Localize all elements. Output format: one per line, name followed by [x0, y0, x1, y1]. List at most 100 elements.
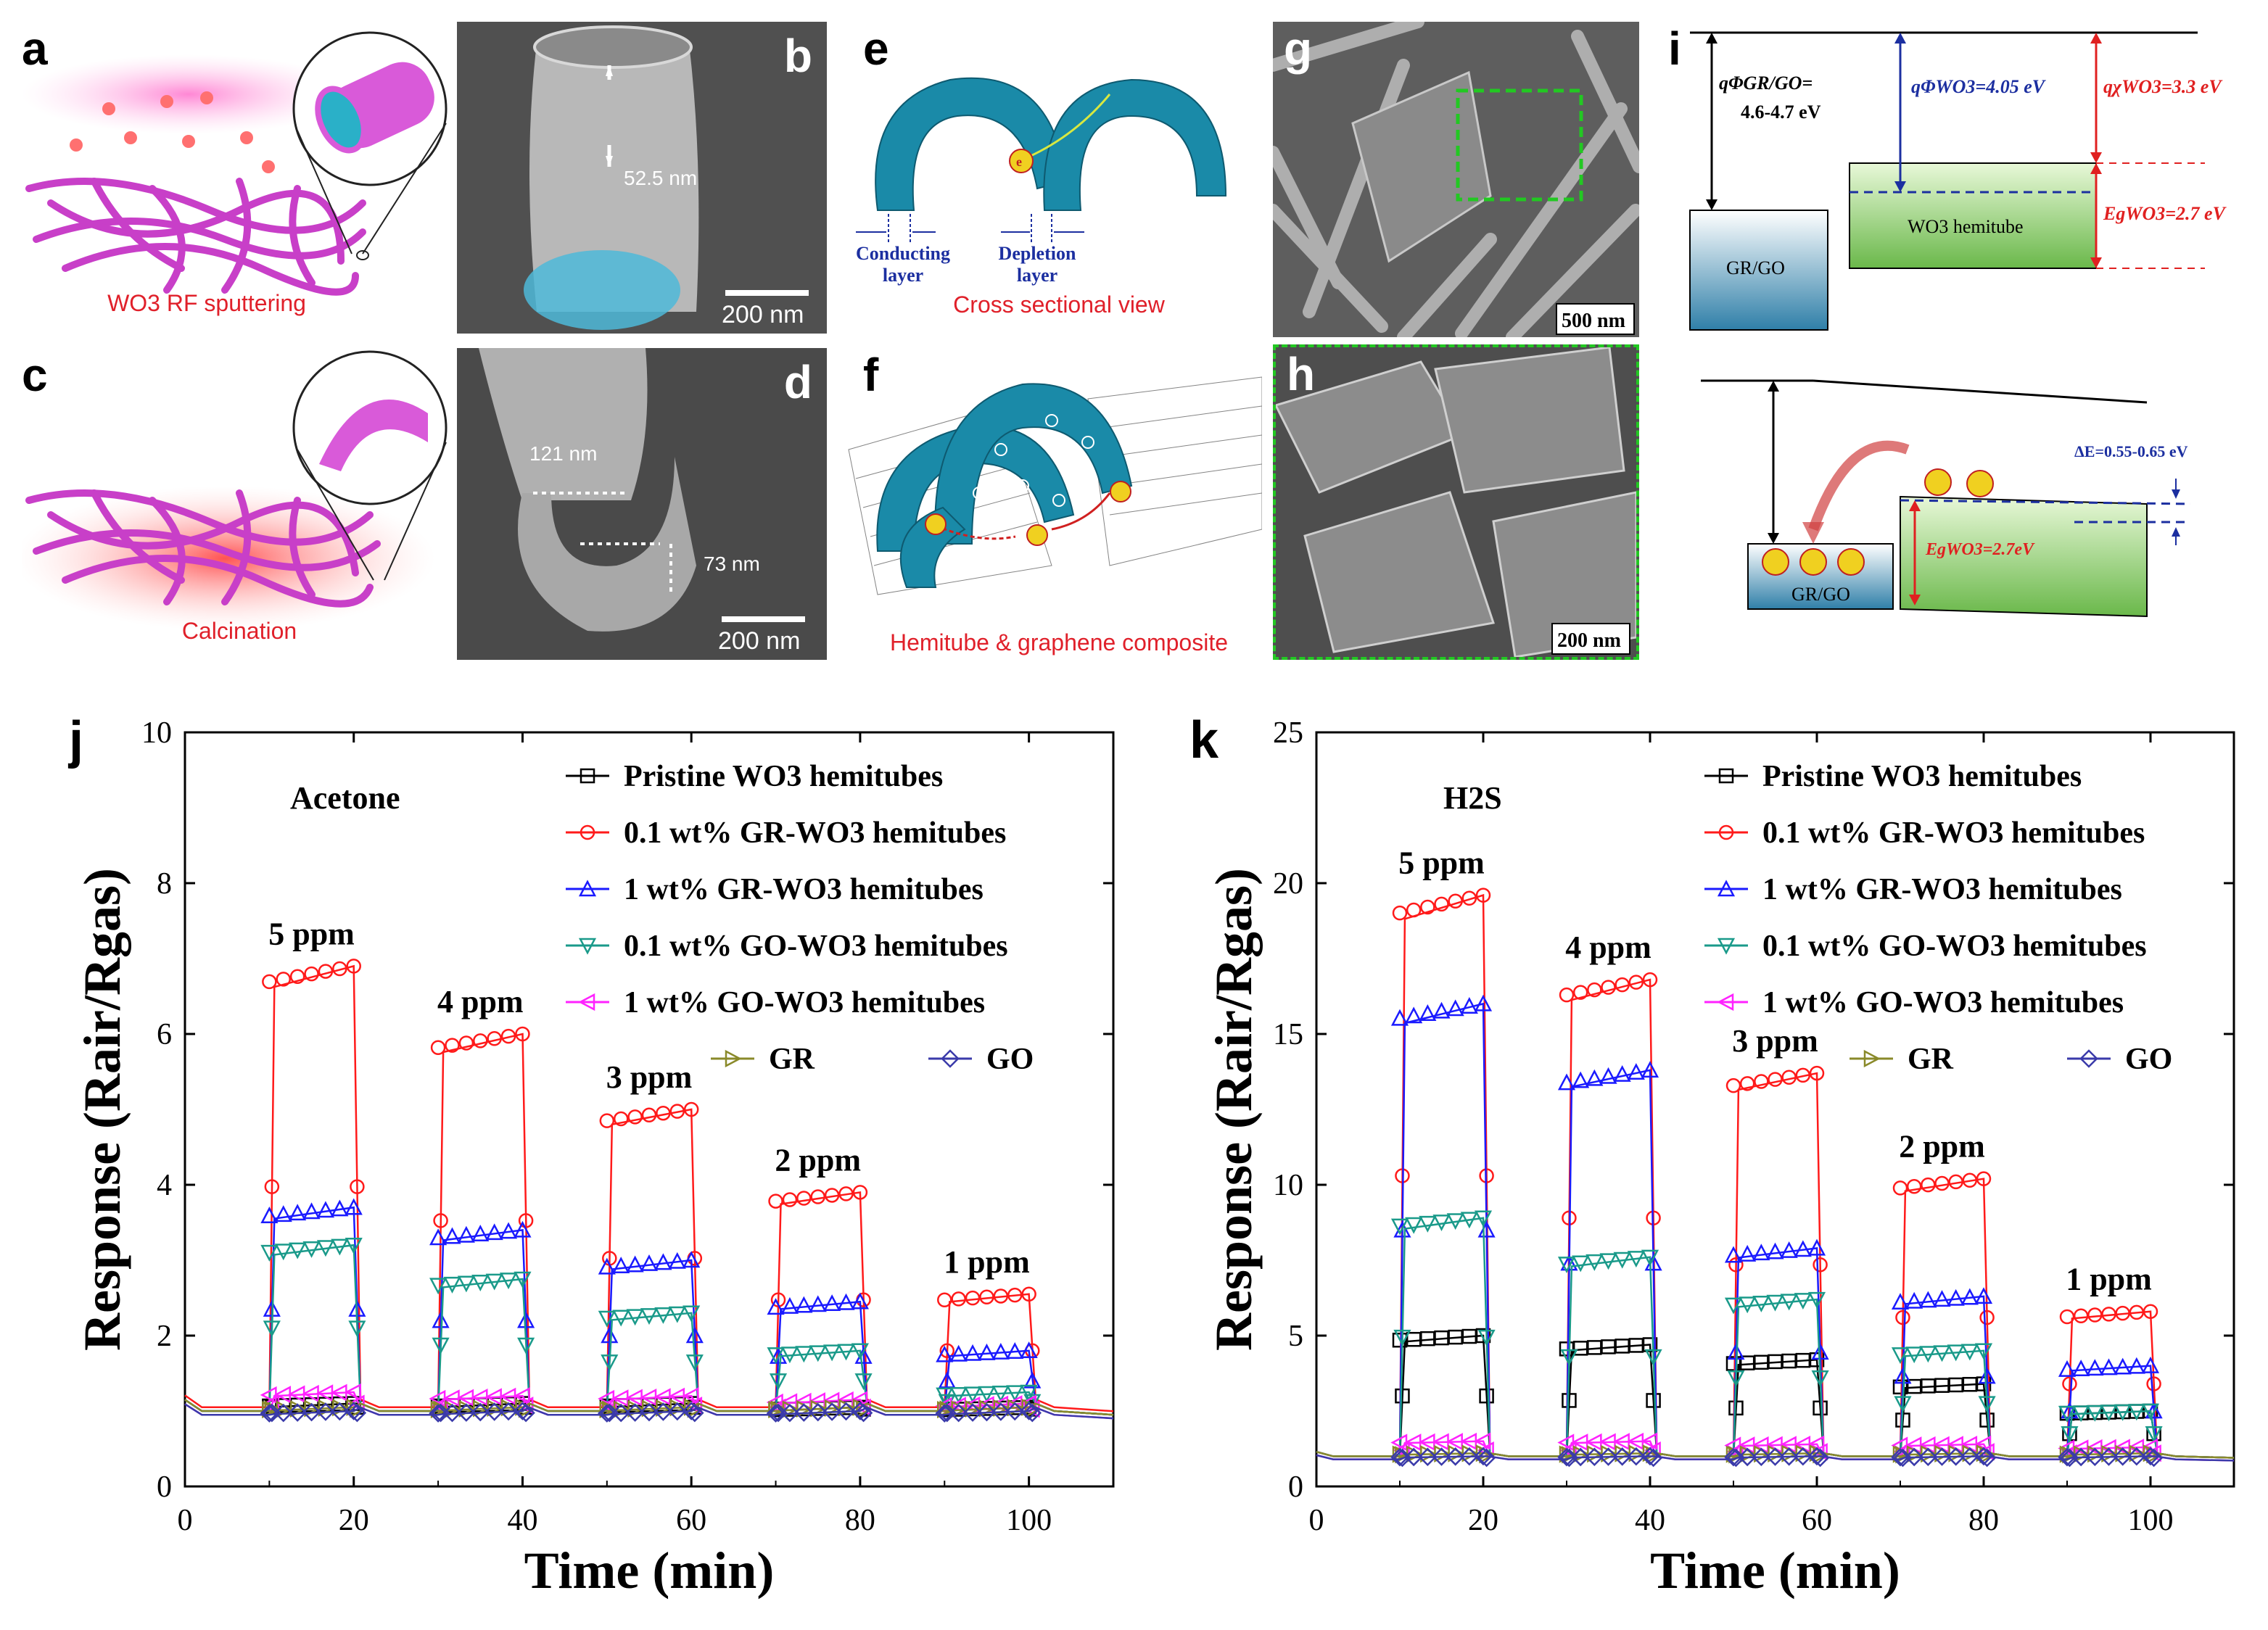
- data-point-go: [2085, 1447, 2105, 1466]
- panel-i-chi-wo3: qχWO3=3.3 eV: [2103, 76, 2222, 97]
- data-point-gr1: [936, 1345, 954, 1362]
- data-point-gr1: [471, 1225, 490, 1241]
- data-point-go: [640, 1402, 659, 1422]
- concentration-label: 5 ppm: [1398, 845, 1485, 881]
- data-point-go01: [2127, 1404, 2145, 1421]
- data-point-go: [302, 1402, 321, 1422]
- data-point-go: [2113, 1447, 2132, 1466]
- data-point-gr1: [938, 1371, 956, 1389]
- series-gr01: [1316, 888, 2235, 1459]
- legend-label-go01: 0.1 wt% GO-WO3 hemitubes: [624, 930, 1008, 963]
- panel-b-tube: [457, 22, 827, 334]
- data-point-pristine: [1813, 1400, 1828, 1416]
- y-tick-label: 25: [1273, 716, 1303, 750]
- concentration-label: 4 ppm: [1565, 930, 1651, 965]
- data-point-gr01: [1725, 1077, 1741, 1093]
- data-point-gr1: [626, 1255, 644, 1273]
- data-point-go01: [1891, 1347, 1910, 1365]
- legend-marker-gr1: [1717, 880, 1736, 897]
- panel-c-illustration: [15, 350, 448, 631]
- data-point-go01: [769, 1373, 788, 1391]
- data-point-gr01: [2062, 1376, 2077, 1391]
- data-point-go01: [1919, 1346, 1937, 1363]
- data-point-go01: [443, 1276, 461, 1294]
- panel-d-image: d 121 nm 73 nm 200 nm: [457, 348, 827, 660]
- data-point-gr1: [1974, 1287, 1993, 1304]
- panel-g-rods: [1273, 22, 1639, 337]
- panel-i-eg-wo3-2: EgWO3=2.7eV: [1926, 540, 2034, 559]
- x-axis-label: Time (min): [1650, 1542, 1900, 1600]
- panel-i-phi-wo3: qΦWO3=4.05 eV: [1911, 76, 2045, 97]
- plot-frame: [1315, 731, 2235, 1488]
- data-point-go01: [767, 1347, 785, 1365]
- panel-e: e e Conducting layer Depletion layer Cro…: [834, 22, 1262, 334]
- data-point-gr01: [1572, 985, 1588, 1000]
- data-point-gr01: [1642, 972, 1658, 988]
- data-point-gr1: [2100, 1358, 2118, 1375]
- data-point-gr01: [515, 1026, 530, 1042]
- data-point-gr1: [1780, 1241, 1798, 1258]
- data-point-go01: [795, 1346, 813, 1363]
- data-point-gr01: [332, 961, 347, 977]
- data-point-go: [794, 1403, 814, 1422]
- data-point-gr01: [1559, 987, 1575, 1003]
- data-point-go: [1432, 1447, 1451, 1466]
- data-point-go: [2141, 1447, 2160, 1466]
- data-point-go: [1794, 1447, 1813, 1466]
- legend: Pristine WO3 hemitubes 0.1 wt% GR-WO3 hem…: [566, 760, 1034, 1076]
- data-point-go: [1726, 1448, 1746, 1468]
- panel-i-phi-grgo: qΦGR/GO=: [1719, 73, 1813, 94]
- data-point-go: [1779, 1447, 1799, 1466]
- data-point-go01: [517, 1337, 535, 1354]
- panel-h-plates: [1276, 347, 1636, 657]
- panel-d-label: d: [783, 356, 812, 408]
- data-point-gr01: [289, 969, 305, 985]
- panel-h-label: h: [1287, 348, 1316, 400]
- data-point-go1: [1641, 1432, 1658, 1450]
- y-tick-label: 20: [1273, 867, 1303, 901]
- data-point-go01: [1557, 1257, 1576, 1274]
- data-point-go01: [1780, 1294, 1798, 1311]
- data-point-gr01: [810, 1189, 825, 1204]
- data-point-gr1: [685, 1326, 704, 1344]
- data-point-gr1: [499, 1222, 518, 1239]
- data-point-gr1: [2072, 1360, 2090, 1377]
- data-point-go01: [2114, 1404, 2132, 1421]
- data-point-go01: [1393, 1329, 1411, 1346]
- y-tick-label: 4: [157, 1169, 172, 1202]
- data-point-go: [851, 1402, 870, 1420]
- panel-e-label: e: [863, 22, 889, 75]
- data-point-gr01: [796, 1191, 812, 1206]
- data-point-gr01: [445, 1038, 460, 1053]
- data-point-gr01: [1895, 1310, 1910, 1325]
- data-point-go01: [598, 1310, 616, 1328]
- data-point-gr1: [2114, 1357, 2132, 1375]
- panel-d-wall-annotation: 73 nm: [704, 553, 760, 575]
- data-point-go: [2144, 1448, 2164, 1468]
- panel-f-illustration: [848, 376, 1263, 595]
- data-point-go01: [1613, 1252, 1631, 1269]
- x-tick-label: 0: [1309, 1504, 1324, 1537]
- data-point-go01: [837, 1344, 855, 1361]
- x-tick-label: 40: [1635, 1504, 1665, 1537]
- chart-k-label: k: [1189, 711, 1219, 769]
- data-point-gr1: [316, 1201, 335, 1218]
- data-point-gr01: [1739, 1076, 1755, 1091]
- data-point-pristine: [1646, 1393, 1661, 1408]
- data-point-go01: [1474, 1210, 1493, 1228]
- data-point-gr01: [1461, 890, 1477, 906]
- y-tick-label: 10: [141, 716, 172, 750]
- y-tick-label: 15: [1273, 1018, 1303, 1051]
- data-point-go: [1724, 1447, 1743, 1467]
- data-point-go01: [1807, 1291, 1826, 1309]
- panel-a-label: a: [22, 22, 48, 75]
- data-point-go1: [431, 1397, 448, 1415]
- concentration-label: 1 ppm: [2066, 1262, 2152, 1297]
- data-point-go01: [1811, 1370, 1829, 1387]
- panel-g-image: g 500 nm: [1273, 22, 1639, 337]
- data-point-gr1: [1766, 1242, 1784, 1259]
- data-point-go01: [626, 1309, 644, 1326]
- data-point-go: [1390, 1447, 1409, 1467]
- data-point-go01: [260, 1244, 279, 1262]
- legend-marker-go01: [1717, 938, 1736, 955]
